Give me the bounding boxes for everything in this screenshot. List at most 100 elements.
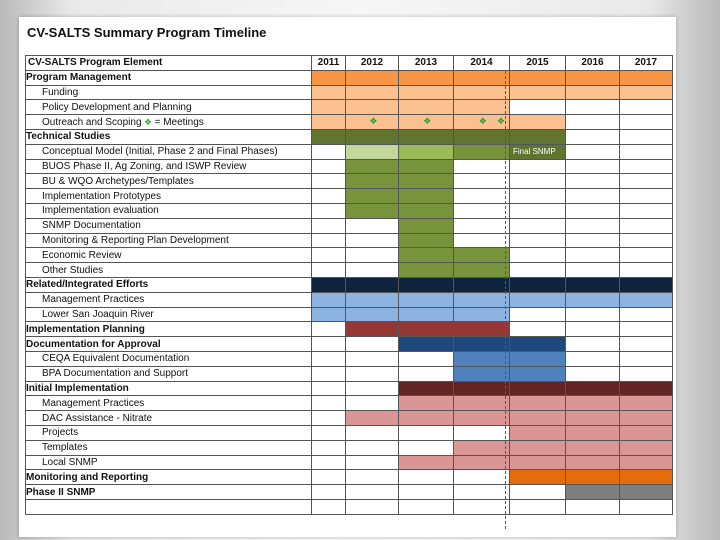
timeline-cell [398,321,454,338]
timeline-cell [453,247,510,264]
timeline-cell [619,158,673,175]
row-label-text: Economic Review [42,249,122,261]
task-label: SNMP Documentation [25,217,312,234]
timeline-cell [509,217,566,234]
category-label: Technical Studies [25,128,312,145]
timeline-cell [565,424,620,441]
row-label-text: CEQA Equivalent Documentation [42,353,190,365]
task-row: Local SNMP [25,454,673,471]
timeline-cell [453,232,510,249]
row-label-text: Monitoring & Reporting Plan Development [42,234,229,246]
timeline-cell [509,321,566,338]
timeline-cell [398,306,454,323]
timeline-cell [453,306,510,323]
current-date-marker [505,71,506,529]
task-label: Management Practices [25,395,312,412]
timeline-cell [619,439,673,456]
category-row: Technical Studies [25,128,673,145]
row-label-text: Management Practices [42,294,145,306]
timeline-cell [345,350,399,367]
timeline-cell [565,158,620,175]
timeline-cell [311,262,346,278]
meeting-marker-icon: ❖ [478,116,487,127]
timeline-cell [509,306,566,323]
category-row: Phase II SNMP [25,484,673,500]
timeline-cell [619,336,673,352]
timeline-cell [345,128,399,145]
timeline-cell [453,99,510,116]
timeline-cell [345,395,399,412]
timeline-cell [619,188,673,204]
meeting-marker-icon: ❖ [369,116,378,127]
timeline-cell [398,158,454,175]
timeline-cell [565,217,620,234]
timeline-cell [398,173,454,190]
task-row: Implementation Prototypes [25,188,673,204]
timeline-cell [509,469,566,486]
row-label-text: BU & WQO Archetypes/Templates [42,175,194,187]
task-row: CEQA Equivalent Documentation [25,350,673,367]
timeline-cell [509,99,566,116]
timeline-cell [345,188,399,204]
year-header: 2012 [345,55,399,71]
task-label: Local SNMP [25,454,312,471]
row-label-text: Lower San Joaquin River [42,308,154,320]
timeline-cell [453,173,510,190]
timeline-cell [345,202,399,219]
row-label-text: Templates [42,442,88,454]
timeline-cell [345,336,399,352]
timeline-cell [565,99,620,116]
timeline-cell [565,484,620,500]
task-label: BUOS Phase II, Ag Zoning, and ISWP Revie… [25,158,312,175]
timeline-cell [311,99,346,116]
timeline-cell [311,232,346,249]
timeline-cell [509,439,566,456]
year-header: 2016 [565,55,620,71]
timeline-cell [311,143,346,160]
timeline-cell [509,158,566,175]
timeline-cell [453,321,510,338]
timeline-cell [398,128,454,145]
task-row: BPA Documentation and Support [25,365,673,382]
timeline-cell [311,350,346,367]
timeline-cell [398,69,454,86]
row-label-text: BUOS Phase II, Ag Zoning, and ISWP Revie… [42,160,247,172]
timeline-cell [311,321,346,338]
timeline-cell [509,291,566,308]
task-row: DAC Assistance - Nitrate [25,410,673,426]
timeline-cell [565,439,620,456]
timeline-cell [311,217,346,234]
timeline-cell [509,454,566,471]
row-label-text: Management Practices [42,397,145,409]
row-label-text: Funding [42,86,79,98]
timeline-cell [345,217,399,234]
timeline-table: CV-SALTS Program Element 2011 2012 2013 … [25,55,673,515]
timeline-cell [311,173,346,190]
timeline-cell [345,380,399,397]
timeline-cell [345,439,399,456]
timeline-cell [565,365,620,382]
row-label-text: Initial Implementation [26,382,129,394]
timeline-cell [619,99,673,116]
timeline-cell [453,262,510,278]
timeline-cell [453,469,510,486]
timeline-cell [311,469,346,486]
timeline-cell [565,247,620,264]
timeline-cell [398,217,454,234]
task-label: BU & WQO Archetypes/Templates [25,173,312,190]
timeline-cell [345,232,399,249]
task-label: Outreach and Scoping ❖ = Meetings [25,114,312,130]
timeline-cell [311,247,346,264]
timeline-cell [565,202,620,219]
year-header: 2013 [398,55,454,71]
task-row [25,498,673,515]
task-label: Implementation Prototypes [25,188,312,204]
timeline-cell [509,232,566,249]
timeline-cell [398,99,454,116]
category-row: Program Management [25,69,673,86]
timeline-cell [565,84,620,101]
timeline-cell [311,128,346,145]
timeline-cell [345,365,399,382]
row-label-text: Documentation for Approval [26,338,161,350]
task-row: Outreach and Scoping ❖ = Meetings ❖ ❖ ❖ ❖ [25,114,673,130]
